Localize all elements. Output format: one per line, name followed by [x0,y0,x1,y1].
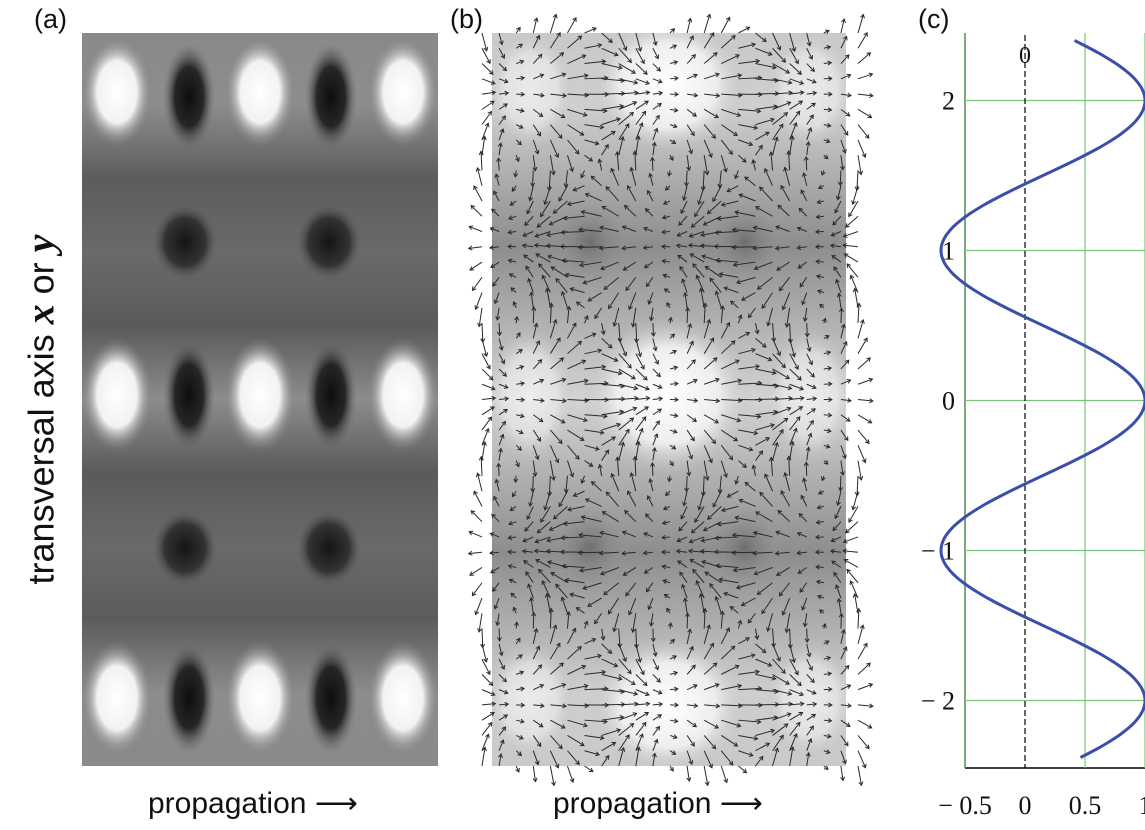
propagation-arrow-a: ⟶ [314,787,358,820]
panel-b-xlabel: propagation ⟶ [553,786,763,821]
panel-label-b: (b) [450,4,483,34]
panel-b-xlabel-text: propagation [553,787,712,820]
panel-label-c: (c) [918,4,950,34]
panel-a-xlabel: propagation ⟶ [148,786,358,821]
panel-a-xlabel-text: propagation [148,787,307,820]
panel-b-background [492,33,846,766]
panel-b-vector-field [467,13,874,787]
panel-label-a: (a) [34,4,67,34]
propagation-arrow-b: ⟶ [719,787,763,820]
